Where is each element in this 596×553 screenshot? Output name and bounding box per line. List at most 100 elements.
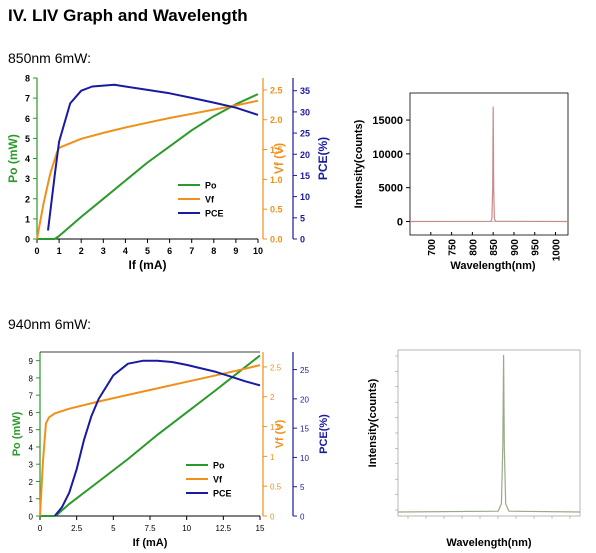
pce-tick-label: 5 [300,483,305,492]
x-tick-label: 950 [531,239,542,256]
section-subtitle-850: 850nm 6mW: [8,50,91,66]
x-tick-label: 0 [38,524,43,533]
plot-frame [409,92,569,236]
vf-axis-label: Vf (V) [272,143,286,174]
y-tick-label: 5000 [379,183,403,195]
spectrum-chart-940: Wavelength(nm) Intensity(counts) [367,349,581,549]
po-tick-label: 3 [29,461,34,470]
plot-frame [397,349,581,517]
po-tick-label: 5 [29,426,34,435]
x-axis-label: Wavelength(nm) [450,260,535,272]
x-tick-label: 4 [123,246,128,256]
x-tick-label: 5 [111,524,116,533]
x-tick-label: 800 [468,239,479,256]
x-tick-label: 700 [427,239,438,256]
pce-axis-label: PCE(%) [316,137,330,180]
vf-tick-label: 1.0 [270,175,283,185]
y-axis-label: Intensity(counts) [353,119,365,208]
x-tick-label: 5 [145,246,150,256]
x-tick-label: 6 [167,246,172,256]
legend-label: Vf [213,475,223,485]
po-tick-label: 5 [25,134,30,144]
x-tick-label: 7.5 [144,524,156,533]
x-tick-label: 1 [57,246,62,256]
x-tick-label: 8 [211,246,216,256]
spectrum-line [409,106,569,223]
vf-tick-label: 0.5 [270,483,282,492]
po-tick-label: 2 [29,478,34,487]
po-tick-label: 7 [29,392,34,401]
pce-tick-label: 10 [300,192,310,202]
pce-tick-label: 0 [300,513,305,522]
x-axis-label: Wavelength(nm) [446,537,531,549]
pce-tick-label: 25 [300,129,310,139]
po-tick-label: 1 [25,214,30,224]
vf-axis-label: Vf (V) [274,419,286,448]
po-tick-label: 3 [25,174,30,184]
po-tick-label: 8 [29,374,34,383]
spectrum-line [397,354,581,513]
po-tick-label: 8 [25,74,30,84]
legend-label: Po [205,181,217,191]
x-tick-label: 10 [253,246,263,256]
vf-tick-label: 1.5 [270,145,283,155]
vf-tick-label: 1 [270,453,275,462]
pce-axis-label: PCE(%) [318,414,330,454]
vf-tick-label: 2.0 [270,115,283,125]
pce-tick-label: 25 [300,366,309,375]
vf-tick-label: 0 [270,513,275,522]
x-tick-label: 15 [256,524,265,533]
pce-tick-label: 20 [300,395,309,404]
y-tick-label: 15000 [372,115,403,127]
y-tick-label: 0 [397,216,403,228]
po-tick-label: 1 [29,495,34,504]
legend-label: Vf [205,195,215,205]
vf-tick-label: 2.5 [270,85,283,95]
vf-series-line [36,99,259,240]
po-tick-label: 0 [25,235,30,245]
x-tick-label: 2 [79,246,84,256]
liv-chart: 0 1 2 3 4 5 6 7 8 9 10 If (mA) 0 1 2 3 4 5 6 7 8 Po (mW) 0.0 0.… [6,74,330,273]
x-tick-label: 3 [101,246,106,256]
x-tick-label: 2.5 [71,524,83,533]
x-tick-label: 0 [34,246,39,256]
y-axis-label: Intensity(counts) [367,378,379,467]
pce-tick-label: 0 [300,235,305,245]
x-tick-label: 7 [189,246,194,256]
pce-tick-label: 10 [300,454,309,463]
po-series-line [37,93,259,240]
vf-series-line [39,364,261,517]
po-tick-label: 6 [25,114,30,124]
pce-series-line [47,83,259,231]
legend-label: PCE [205,209,224,219]
x-axis-label: If (mA) [129,258,167,272]
page-heading: IV. LIV Graph and Wavelength [8,6,248,25]
x-axis-label: If (mA) [133,537,168,549]
x-tick-label: 900 [510,239,521,256]
x-tick-label: 10 [182,524,191,533]
spectrum-chart-850: 0 5000 10000 15000 700 750 800 850 900 950 1000 Wav… [353,92,569,272]
pce-series-line [53,359,261,517]
x-tick-label: 1000 [552,239,563,262]
pce-tick-label: 15 [300,171,310,181]
vf-tick-label: 0.5 [270,205,283,215]
vf-tick-label: 2.5 [270,363,282,372]
po-tick-label: 4 [25,154,30,164]
po-tick-label: 2 [25,194,30,204]
section-subtitle-940: 940nm 6mW: [8,316,91,332]
po-tick-label: 0 [29,513,34,522]
x-tick-label: 12.5 [216,524,232,533]
vf-tick-label: 1.5 [270,423,282,432]
po-axis-label: Po (mW) [6,134,20,183]
po-tick-label: 4 [29,443,34,452]
pce-tick-label: 5 [300,213,305,223]
po-tick-label: 7 [25,94,30,104]
x-tick-label: 850 [489,239,500,256]
legend-label: PCE [213,489,232,499]
po-tick-label: 9 [29,357,34,366]
pce-tick-label: 30 [300,107,310,117]
y-tick-label: 10000 [372,149,403,161]
x-tick-label: 9 [233,246,238,256]
